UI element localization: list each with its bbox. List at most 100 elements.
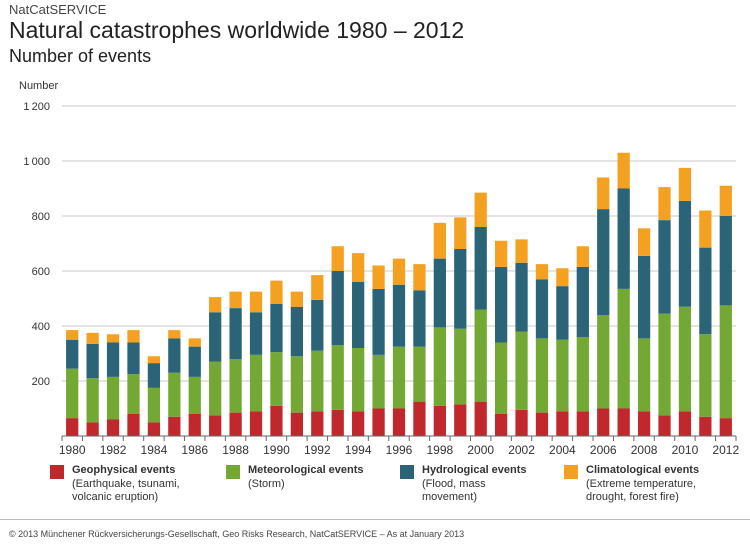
bar-undefined: [719, 305, 732, 419]
bar-undefined: [188, 338, 201, 347]
page-subtitle: Number of events: [9, 46, 152, 66]
bar-undefined: [392, 408, 406, 436]
bar-undefined: [86, 343, 99, 379]
y-tick-label: 400: [32, 321, 50, 333]
bar-undefined: [658, 187, 671, 221]
bar-undefined: [576, 246, 589, 267]
bar-undefined: [86, 422, 99, 436]
x-tick-label: 1996: [386, 443, 413, 457]
bar-undefined: [576, 266, 589, 337]
bar-undefined: [535, 279, 549, 339]
x-tick-label: 1990: [263, 443, 290, 457]
bar-undefined: [392, 258, 406, 285]
bar-undefined: [209, 312, 222, 362]
y-tick-label: 1 200: [23, 101, 50, 113]
bar-undefined: [311, 350, 324, 412]
bar-undefined: [637, 411, 651, 436]
bar-undefined: [86, 378, 99, 423]
bar-undefined: [637, 255, 651, 339]
bar-undefined: [494, 266, 508, 343]
bar-undefined: [270, 405, 283, 436]
bar-undefined: [474, 227, 487, 310]
bar-undefined: [290, 412, 304, 436]
y-tick-label: 800: [32, 211, 50, 223]
bar-undefined: [413, 290, 426, 347]
bar-undefined: [127, 414, 140, 436]
bar-undefined: [331, 271, 344, 346]
bar-undefined: [331, 246, 344, 271]
x-tick-label: 1992: [304, 443, 331, 457]
bar-undefined: [188, 414, 201, 436]
bar-undefined: [597, 315, 610, 409]
bar-undefined: [311, 299, 324, 351]
x-tick-label: 1984: [141, 443, 168, 457]
bar-undefined: [127, 374, 140, 414]
x-tick-label: 1994: [345, 443, 372, 457]
bar-undefined: [66, 339, 79, 369]
bar-undefined: [597, 177, 610, 210]
bar-undefined: [637, 338, 651, 412]
bar-undefined: [556, 411, 569, 436]
bar-undefined: [617, 188, 630, 289]
bar-undefined: [494, 342, 508, 414]
bar-undefined: [719, 418, 732, 436]
bar-undefined: [249, 354, 263, 412]
legend-swatch-meteorological: [226, 465, 240, 479]
bar-undefined: [352, 253, 365, 282]
bar-undefined: [658, 220, 671, 314]
bar-undefined: [106, 342, 120, 377]
bar-undefined: [535, 338, 549, 413]
bar-undefined: [311, 411, 324, 436]
bar-undefined: [678, 306, 692, 412]
x-tick-label: 1998: [426, 443, 453, 457]
bar-undefined: [66, 418, 79, 436]
bar-undefined: [229, 308, 242, 359]
bar-undefined: [372, 408, 385, 436]
legend-desc-climatological: (Extreme temperature, drought, forest fi…: [586, 478, 697, 503]
bar-undefined: [658, 415, 671, 436]
bar-undefined: [229, 412, 242, 436]
bar-undefined: [413, 264, 426, 291]
y-tick-label: 1 000: [23, 156, 50, 168]
bar-undefined: [413, 346, 426, 402]
bar-undefined: [699, 416, 712, 436]
bar-undefined: [494, 414, 508, 436]
bar-undefined: [556, 339, 569, 412]
x-tick-label: 2000: [467, 443, 494, 457]
bar-undefined: [249, 291, 263, 313]
bar-undefined: [168, 372, 181, 417]
stacked-bar-chart: Number 200 400 600 800 1 000 1 200 1980 1982 1984…: [19, 80, 739, 457]
bar-undefined: [147, 356, 161, 364]
bar-undefined: [249, 411, 263, 436]
bar-undefined: [372, 288, 385, 355]
bar-undefined: [678, 200, 692, 307]
bar-undefined: [147, 363, 161, 388]
bar-undefined: [617, 288, 630, 409]
bar-undefined: [699, 247, 712, 335]
bar-undefined: [535, 264, 549, 280]
bar-undefined: [433, 405, 446, 436]
bar-undefined: [474, 401, 487, 436]
bar-undefined: [617, 408, 630, 436]
bar-undefined: [576, 337, 589, 412]
bar-undefined: [188, 376, 201, 414]
bar-undefined: [127, 330, 140, 343]
bar-undefined: [719, 216, 732, 306]
legend-label-hydrological: Hydrological events: [422, 464, 527, 476]
bar-undefined: [515, 409, 528, 436]
x-tick-label: 2004: [549, 443, 576, 457]
bar-undefined: [678, 411, 692, 436]
legend-desc-geophysical: (Earthquake, tsunami, volcanic eruption): [72, 478, 180, 503]
bar-undefined: [515, 331, 528, 410]
bar-undefined: [209, 361, 222, 416]
bar-undefined: [66, 330, 79, 340]
copyright-footer: © 2013 Münchener Rückversicherungs-Gesel…: [9, 529, 465, 539]
x-tick-label: 2010: [672, 443, 699, 457]
legend-desc-meteorological: (Storm): [248, 478, 285, 490]
bar-undefined: [209, 415, 222, 436]
bar-undefined: [597, 408, 610, 436]
legend-swatch-hydrological: [400, 465, 414, 479]
bar-undefined: [229, 359, 242, 413]
bar-undefined: [637, 228, 651, 256]
bar-undefined: [474, 192, 487, 227]
